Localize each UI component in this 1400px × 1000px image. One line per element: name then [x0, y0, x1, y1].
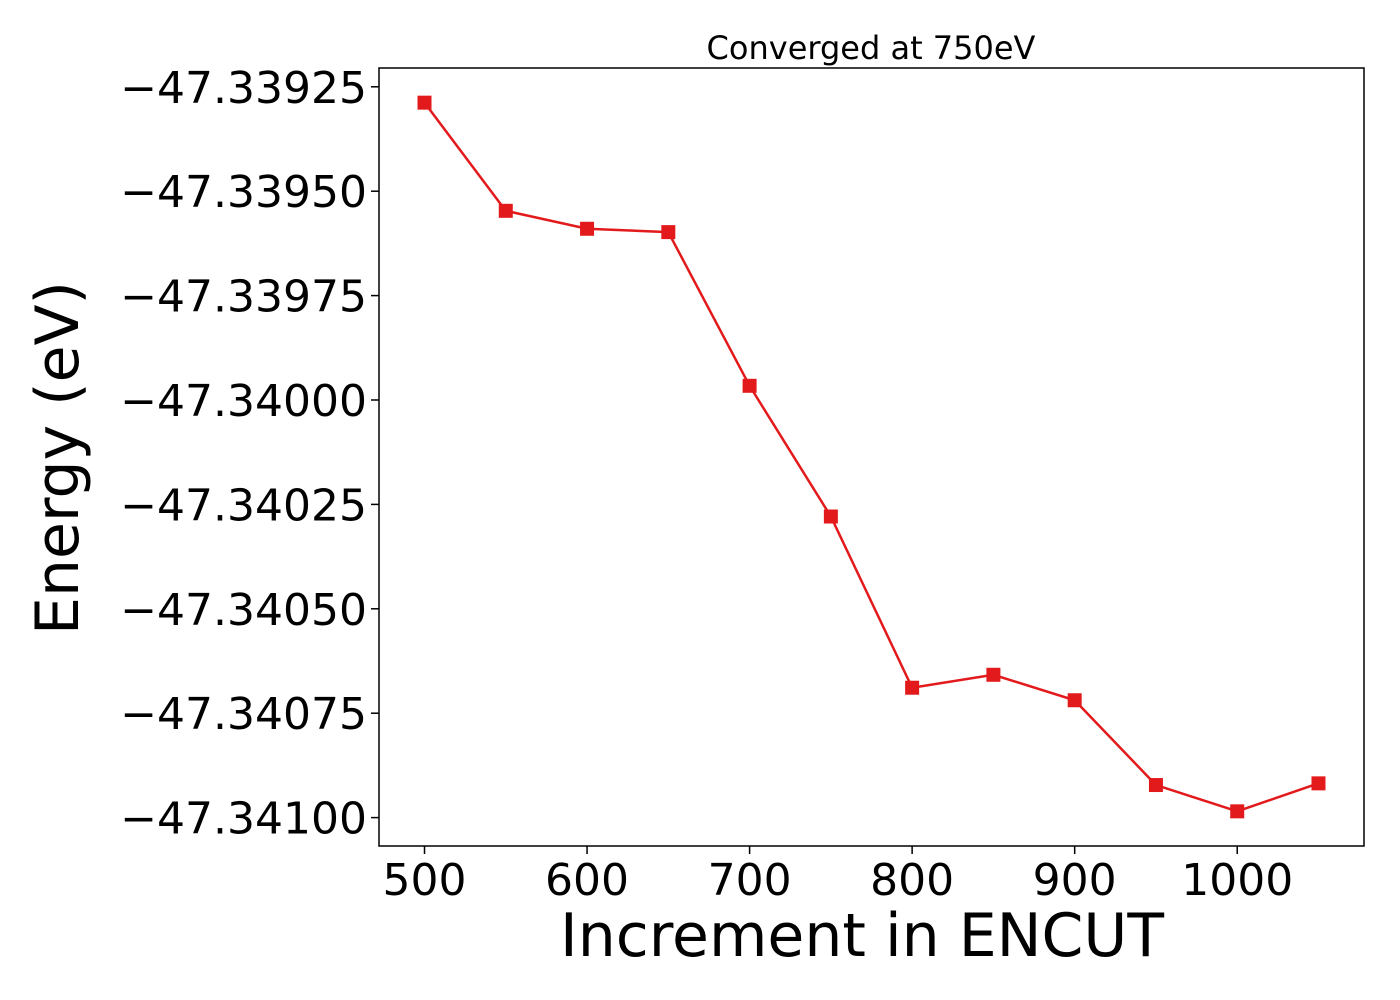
energy-series-points [417, 95, 1326, 819]
y-tick-label: −47.34100 [120, 794, 367, 845]
y-tick-label: −47.33925 [120, 63, 367, 114]
x-tick-label: 500 [383, 855, 467, 906]
data-point-marker [742, 378, 757, 393]
y-tick-label: −47.33975 [120, 272, 367, 323]
data-point-marker [661, 225, 676, 240]
data-point-marker [580, 221, 595, 236]
data-point-marker [1311, 776, 1326, 791]
x-tick-label: 1000 [1181, 855, 1293, 906]
x-axis: 500 600 700 800 900 1000 [383, 846, 1293, 906]
data-point-marker [986, 667, 1001, 682]
energy-series-line [423, 101, 1319, 813]
y-tick-label: −47.34000 [120, 376, 367, 427]
data-point-marker [1148, 778, 1163, 793]
chart-title: Converged at 750eV [707, 29, 1036, 67]
y-tick-label: −47.34050 [120, 585, 367, 636]
x-tick-label: 700 [708, 855, 792, 906]
y-axis: −47.33925 −47.33950 −47.33975 −47.34000 −47.… [120, 63, 379, 845]
x-tick-label: 900 [1033, 855, 1117, 906]
x-tick-label: 800 [870, 855, 954, 906]
x-axis-label: Increment in ENCUT [560, 901, 1164, 971]
y-tick-label: −47.33950 [120, 167, 367, 218]
data-point-marker [498, 203, 513, 218]
plot-area [378, 67, 1365, 847]
data-point-marker [1067, 693, 1082, 708]
y-axis-label: Energy (eV) [23, 281, 93, 635]
data-point-marker [1230, 804, 1245, 819]
y-tick-label: −47.34075 [120, 689, 367, 740]
data-point-marker [823, 509, 838, 524]
data-point-marker [417, 95, 432, 110]
data-point-marker [905, 680, 920, 695]
y-tick-label: −47.34025 [120, 480, 367, 531]
x-tick-label: 600 [545, 855, 629, 906]
